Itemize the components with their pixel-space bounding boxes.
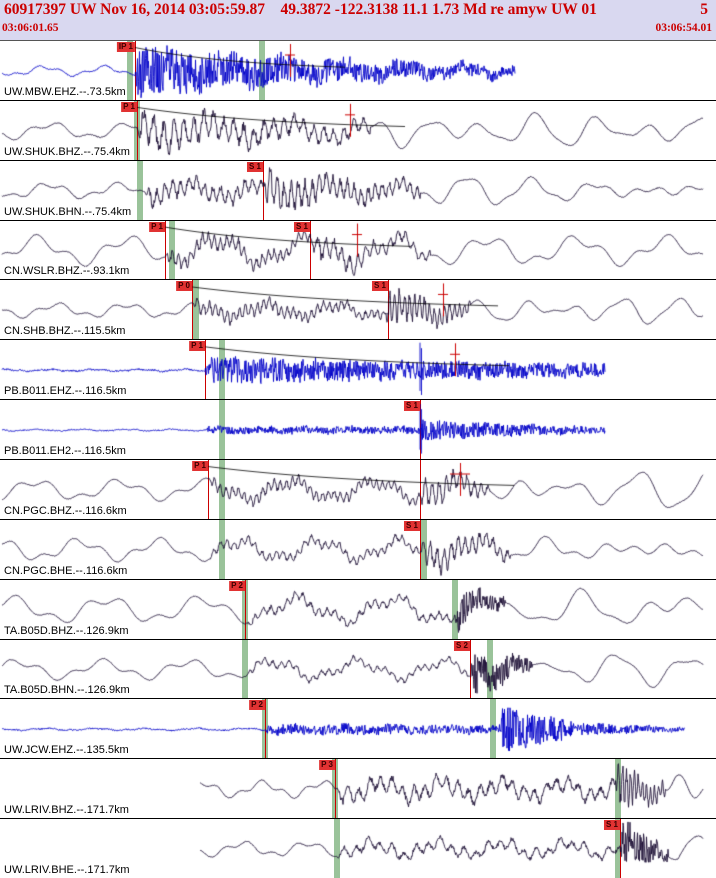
phase-pick-flag[interactable]: P 3 (319, 760, 335, 771)
station-count: 5 (700, 1, 708, 18)
phase-pick-flag[interactable]: S 1 (246, 161, 263, 172)
phase-pick-line[interactable] (137, 100, 138, 160)
phase-pick-flag[interactable]: S 1 (293, 221, 310, 232)
predicted-arrival-marker (452, 579, 458, 639)
phase-pick-flag[interactable]: P 1 (189, 341, 205, 352)
waveform-row[interactable] (0, 220, 716, 281)
waveform-row[interactable] (0, 41, 716, 101)
predicted-arrival-marker (219, 519, 225, 579)
phase-pick-flag[interactable]: S 1 (603, 820, 620, 831)
phase-pick-flag[interactable]: S 1 (371, 281, 388, 292)
predicted-arrival-marker (219, 400, 225, 459)
window-start-time: 03:06:01.65 (2, 22, 59, 34)
phase-pick-line[interactable] (263, 160, 264, 220)
phase-pick-line[interactable] (335, 759, 336, 819)
predicted-arrival-marker (193, 280, 199, 340)
phase-pick-flag[interactable]: P 1 (149, 221, 165, 232)
phase-pick-line[interactable] (245, 579, 246, 639)
phase-pick-line[interactable] (208, 460, 209, 519)
waveform-row[interactable] (0, 400, 716, 460)
predicted-arrival-marker (219, 340, 225, 400)
phase-pick-line[interactable] (135, 41, 136, 100)
event-header: 60917397 UW Nov 16, 2014 03:05:59.87 49.… (0, 0, 716, 40)
predicted-arrival-marker (219, 460, 225, 519)
phase-pick-line[interactable] (205, 340, 206, 400)
phase-pick-line[interactable] (420, 519, 421, 579)
phase-pick-line[interactable] (265, 699, 266, 759)
phase-pick-line[interactable] (470, 639, 471, 699)
waveform-row[interactable] (0, 160, 716, 221)
predicted-arrival-marker (487, 639, 493, 699)
waveform-rows (0, 41, 716, 878)
waveform-row[interactable] (0, 100, 716, 161)
phase-pick-flag[interactable]: P 0 (176, 281, 192, 292)
phase-pick-line[interactable] (420, 400, 421, 459)
phase-pick-line[interactable] (620, 819, 621, 878)
waveform-row[interactable] (0, 639, 716, 700)
waveform-row[interactable] (0, 759, 716, 820)
phase-pick-flag[interactable]: S 1 (403, 520, 420, 531)
waveform-row[interactable] (0, 280, 716, 341)
phase-pick-line[interactable] (388, 280, 389, 340)
waveform-row[interactable] (0, 340, 716, 401)
phase-pick-line[interactable] (192, 280, 193, 340)
phase-pick-line[interactable] (310, 220, 311, 280)
predicted-arrival-marker (242, 639, 248, 699)
predicted-arrival-marker (490, 699, 496, 759)
waveform-row[interactable] (0, 579, 716, 640)
predicted-arrival-marker (334, 819, 340, 878)
phase-pick-flag[interactable]: P 2 (229, 580, 245, 591)
predicted-arrival-marker (137, 160, 143, 220)
window-end-time: 03:06:54.01 (655, 22, 712, 34)
phase-pick-flag[interactable]: P 1 (121, 101, 137, 112)
phase-pick-flag[interactable]: S 2 (453, 640, 470, 651)
predicted-arrival-marker (259, 41, 265, 100)
event-summary: 60917397 UW Nov 16, 2014 03:05:59.87 49.… (4, 1, 597, 18)
waveform-row[interactable] (0, 460, 716, 520)
aux-pick-line[interactable] (420, 460, 421, 519)
phase-pick-line[interactable] (165, 220, 166, 280)
waveform-plot-area[interactable]: UW.MBW.EHZ.--.73.5km IP 1 UW.SHUK.BHZ.--.7… (0, 40, 716, 878)
waveform-row[interactable] (0, 699, 716, 760)
waveform-row[interactable] (0, 519, 716, 580)
predicted-arrival-marker (615, 759, 621, 819)
predicted-arrival-marker (421, 519, 427, 579)
phase-pick-flag[interactable]: P 1 (192, 461, 208, 471)
phase-pick-flag[interactable]: S 1 (403, 401, 420, 412)
phase-pick-flag[interactable]: P 2 (249, 700, 265, 711)
phase-pick-flag[interactable]: IP 1 (116, 42, 135, 52)
predicted-arrival-marker (169, 220, 175, 280)
